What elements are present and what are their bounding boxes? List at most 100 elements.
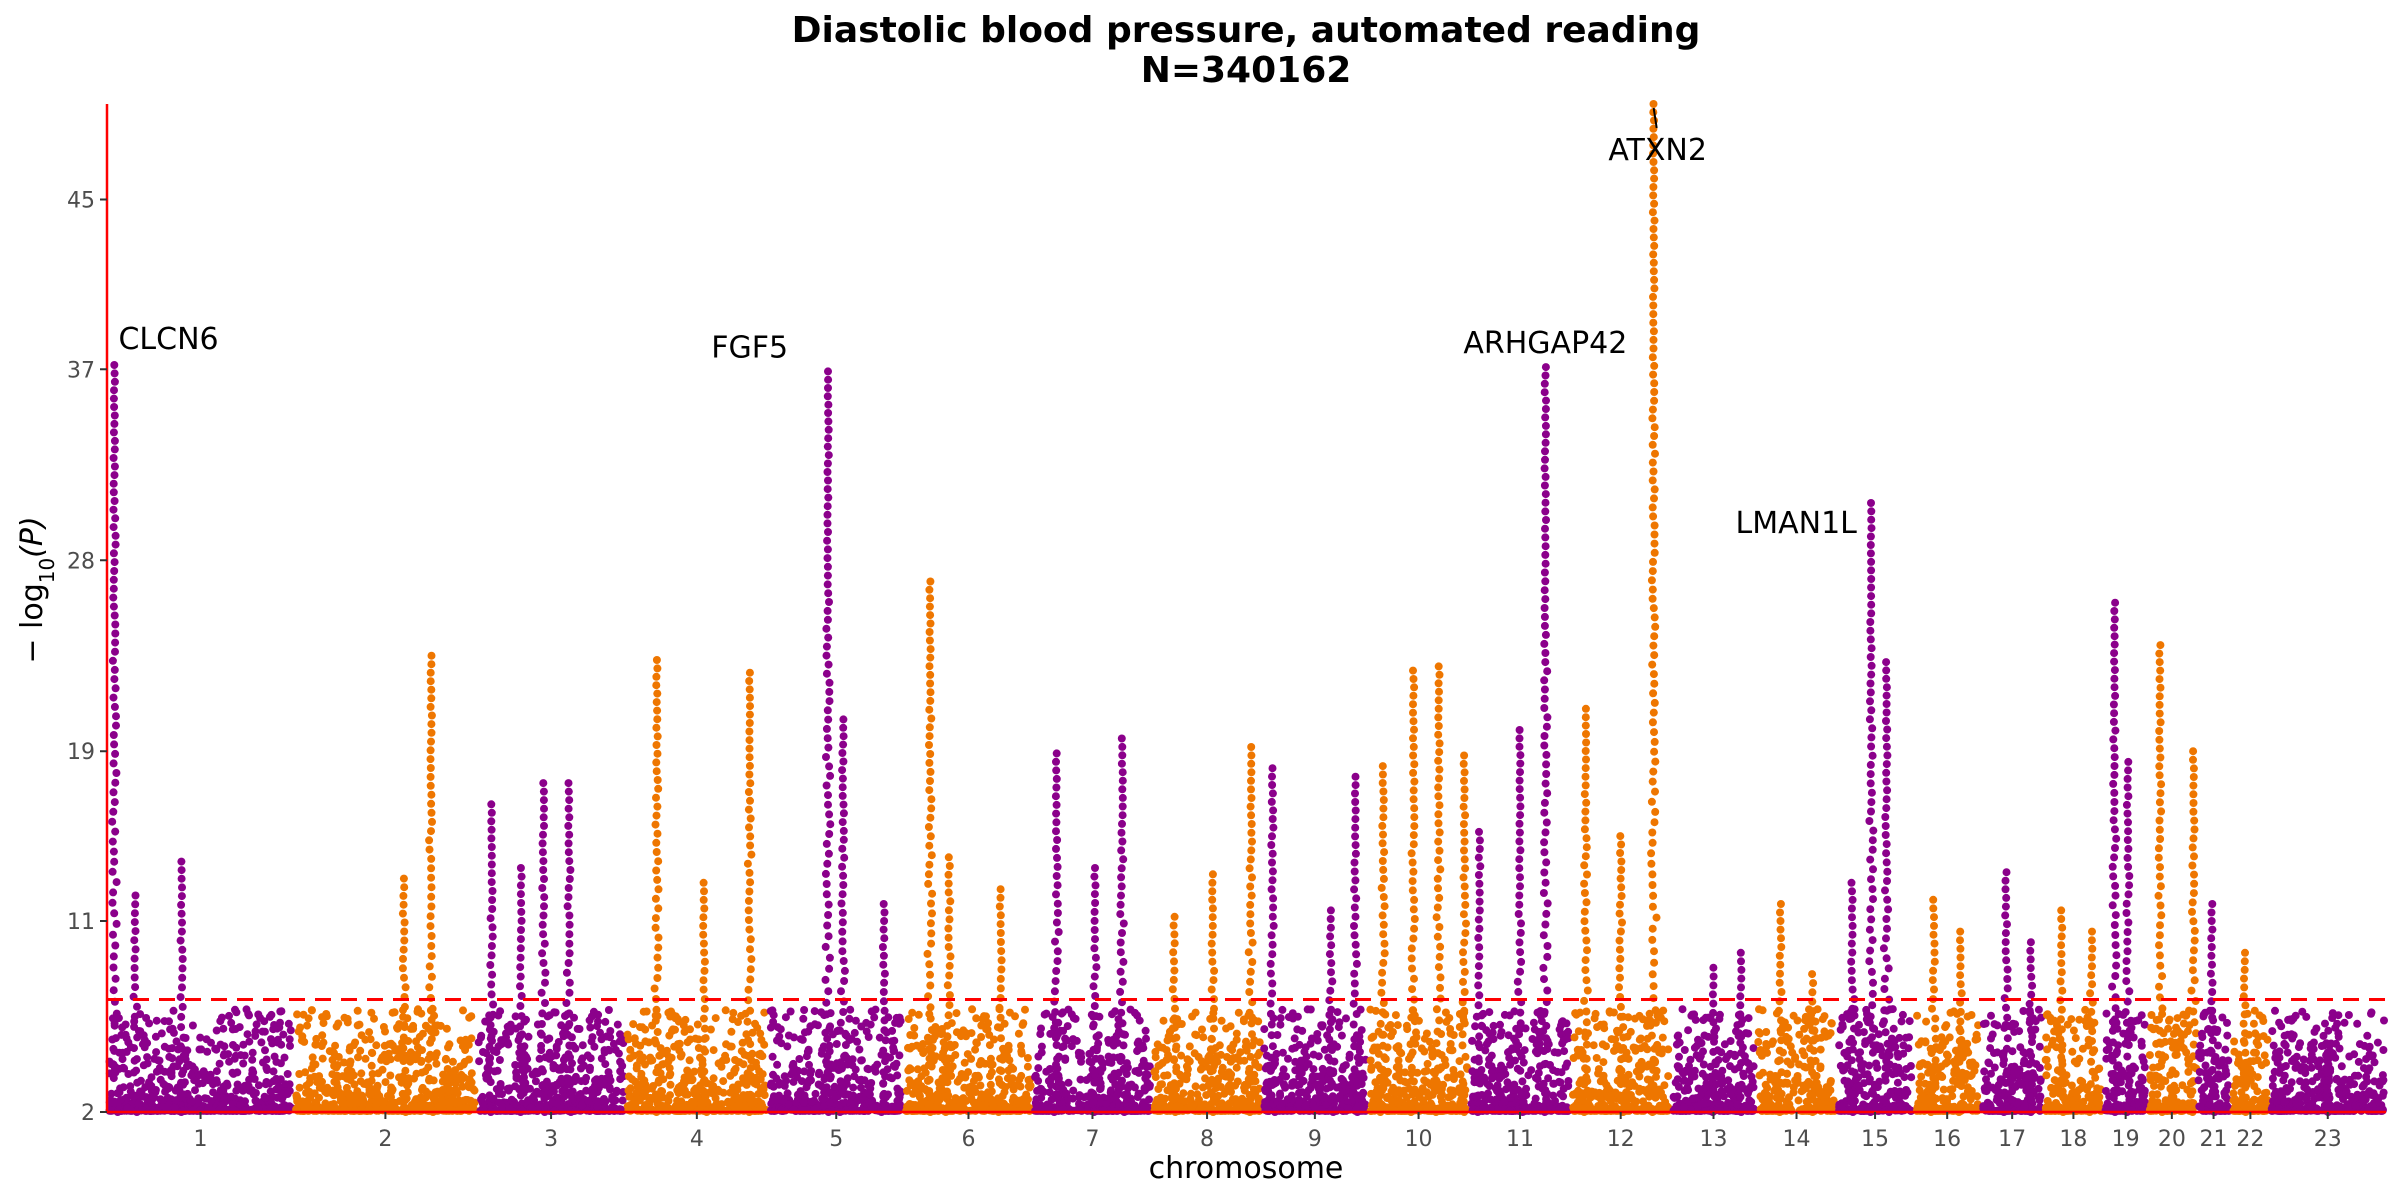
- chromosome-1-point: [233, 1080, 242, 1089]
- chromosome-7-peak-2-point: [1091, 1012, 1100, 1021]
- chromosome-2-point: [416, 1102, 425, 1111]
- chromosome-1-peak-1-point: [109, 584, 118, 593]
- chromosome-2-point: [313, 1078, 321, 1087]
- chromosome-3-peak-4-point: [519, 1043, 528, 1052]
- chromosome-5-peak-2-point: [839, 757, 848, 766]
- chromosome-3-point: [545, 1034, 554, 1043]
- chromosome-5-peak-1-point: [824, 434, 833, 443]
- chromosome-2-point: [379, 1023, 388, 1031]
- chromosome-6-peak-1-point: [926, 594, 935, 603]
- chromosome-9-peak-3-point: [1352, 950, 1361, 959]
- chromosome-8-peak-3-point: [1247, 1019, 1256, 1028]
- chromosome-5-peak-3-point: [878, 943, 887, 951]
- chromosome-4-peak-1-point: [653, 776, 662, 784]
- chromosome-7-peak-1-point: [1051, 937, 1059, 946]
- chromosome-6-point: [985, 1041, 994, 1050]
- chromosome-3-peak-1-point: [486, 961, 495, 969]
- chromosome-9-peak-1-point: [1268, 979, 1277, 988]
- chromosome-2-point: [310, 1089, 319, 1098]
- chromosome-1-peak-1-point: [111, 629, 120, 638]
- chromosome-5-point: [789, 1066, 798, 1075]
- chromosome-9-point: [1295, 1040, 1304, 1049]
- chromosome-2-point: [300, 1037, 309, 1046]
- chromosome-5-point: [892, 1013, 901, 1022]
- chromosome-2-peak-1-point: [426, 677, 435, 686]
- chromosome-1-peak-1-point: [112, 712, 120, 721]
- chromosome-1-peak-2-point: [177, 900, 186, 909]
- chromosome-8-peak-3-point: [1248, 958, 1257, 966]
- chromosome-4-peak-2-point: [746, 1090, 755, 1099]
- chromosome-1-point: [118, 1055, 127, 1064]
- chromosome-3-point: [578, 1101, 586, 1110]
- chromosome-3-peak-1-point: [488, 896, 497, 904]
- chromosome-4-peak-1-point: [656, 1051, 665, 1060]
- chromosome-1-point: [239, 1040, 248, 1049]
- chromosome-5-point: [810, 1007, 819, 1016]
- chromosome-2-peak-1-point: [427, 728, 436, 737]
- chromosome-8-point: [1239, 1098, 1247, 1106]
- chromosome-2-point: [334, 1072, 343, 1081]
- chromosome-5-peak-1-point: [826, 1074, 835, 1083]
- chromosome-9-point: [1278, 1005, 1287, 1014]
- chromosome-9-peak-2-point: [1326, 986, 1335, 995]
- chromosome-2-peak-1-point: [426, 668, 435, 677]
- chromosome-9-point: [1260, 1044, 1269, 1053]
- chromosome-8-peak-1-point: [1170, 1079, 1179, 1088]
- chromosome-9-point: [1282, 1072, 1291, 1081]
- chromosome-1-peak-1-point: [110, 403, 119, 411]
- chromosome-9-peak-1-point: [1267, 841, 1276, 849]
- chromosome-5-peak-2-point: [838, 749, 847, 757]
- chromosome-2-peak-1-point: [426, 764, 435, 772]
- chromosome-1-point: [219, 1024, 228, 1033]
- chromosome-4-peak-2-point: [746, 814, 755, 823]
- chromosome-1-peak-1-point: [110, 471, 119, 480]
- chromosome-7-peak-1-point: [1052, 918, 1061, 927]
- chromosome-6-point: [920, 1064, 929, 1073]
- chromosome-6-peak-1-point: [925, 585, 934, 594]
- chromosome-9-peak-1-point: [1268, 764, 1277, 773]
- chromosome-2-point: [294, 1027, 303, 1036]
- chromosome-6-peak-3-point: [996, 911, 1005, 920]
- chromosome-2-peak-2-point: [399, 954, 407, 963]
- chromosome-3-peak-2-point: [538, 949, 547, 958]
- chromosome-4-point: [757, 1036, 766, 1044]
- chromosome-3-peak-3-point: [566, 1091, 575, 1100]
- chromosome-3-peak-4-point: [516, 864, 525, 872]
- chromosome-4-peak-2-point: [745, 753, 754, 762]
- chromosome-3-point: [502, 1033, 510, 1042]
- chromosome-7-peak-2-point: [1090, 916, 1099, 925]
- chromosome-5-peak-1-point: [825, 697, 834, 706]
- chromosome-7-peak-2-point: [1090, 890, 1099, 899]
- chromosome-7-peak-2-point: [1089, 1022, 1098, 1031]
- chromosome-7-point: [1127, 1081, 1136, 1090]
- chromosome-4-peak-2-point: [746, 935, 755, 944]
- chromosome-6-peak-1-point: [925, 960, 934, 969]
- chromosome-5-peak-1-point: [824, 660, 833, 669]
- chromosome-2-peak-2-point: [399, 900, 408, 909]
- chromosome-1-point: [261, 1093, 270, 1102]
- chromosome-9-peak-3-point: [1350, 979, 1359, 988]
- chromosome-5-peak-2-point: [838, 890, 847, 899]
- chromosome-6-point: [984, 1088, 992, 1097]
- chromosome-5-peak-1-point: [824, 476, 832, 485]
- chromosome-1-point: [216, 1086, 225, 1095]
- chromosome-5-peak-3-point: [881, 1057, 889, 1066]
- chromosome-7-peak-1-point: [1052, 827, 1060, 836]
- chromosome-6-peak-1-point: [926, 777, 934, 785]
- chromosome-9-peak-2-point: [1325, 1035, 1334, 1044]
- chromosome-6-peak-3-point: [996, 1013, 1005, 1022]
- chromosome-4-point: [726, 1042, 734, 1051]
- chromosome-5-peak-1-point: [823, 554, 832, 563]
- chromosome-4-peak-2-point: [746, 779, 755, 788]
- chromosome-1-peak-1-point: [110, 611, 119, 620]
- chromosome-8-peak-2-point: [1210, 966, 1219, 975]
- chromosome-2-peak-1-point: [427, 854, 436, 863]
- chromosome-1-point: [268, 1039, 277, 1048]
- chromosome-3-point: [597, 1035, 606, 1044]
- chromosome-3-peak-3-point: [563, 902, 572, 911]
- chromosome-2-point: [379, 1104, 388, 1113]
- chromosome-7-point: [1134, 1068, 1143, 1077]
- chromosome-9-peak-1-point: [1266, 969, 1275, 978]
- chromosome-8-peak-3-point: [1247, 759, 1256, 768]
- chromosome-9-peak-3-point: [1350, 867, 1359, 876]
